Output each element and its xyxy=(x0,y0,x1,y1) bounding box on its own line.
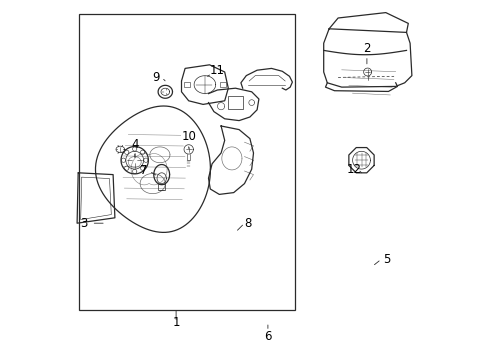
Bar xyxy=(220,82,225,87)
Text: 9: 9 xyxy=(152,71,160,84)
Bar xyxy=(183,82,189,87)
Text: 11: 11 xyxy=(209,64,224,77)
Text: 12: 12 xyxy=(346,163,361,176)
Text: 5: 5 xyxy=(382,253,389,266)
Text: 7: 7 xyxy=(140,165,147,177)
Bar xyxy=(158,184,165,190)
Text: 2: 2 xyxy=(363,42,370,55)
Bar xyxy=(79,14,294,310)
Text: 6: 6 xyxy=(264,330,271,343)
Text: 1: 1 xyxy=(172,316,180,329)
Bar xyxy=(228,96,243,109)
Text: 8: 8 xyxy=(244,217,251,230)
Text: 3: 3 xyxy=(81,217,88,230)
Text: 4: 4 xyxy=(131,138,138,150)
Text: 10: 10 xyxy=(181,130,196,143)
